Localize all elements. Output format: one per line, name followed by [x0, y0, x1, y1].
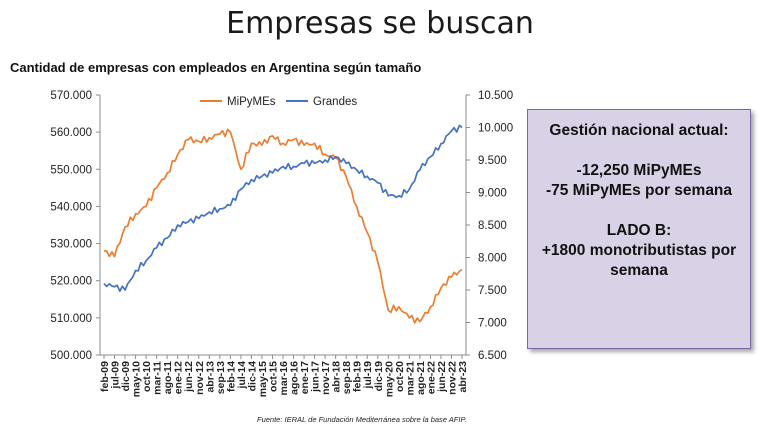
- x-tick-label: feb-14: [225, 361, 237, 392]
- info-line-weekly: -75 MiPyMEs por semana: [545, 182, 733, 199]
- right-tick-label: 8.000: [478, 253, 507, 265]
- left-tick-label: 550.000: [50, 164, 92, 176]
- x-tick-label: ago-11: [162, 361, 174, 394]
- chart-subtitle: Cantidad de empresas con empleados en Ar…: [10, 60, 422, 75]
- x-tick-label: may-20: [383, 361, 395, 397]
- x-tick-label: abr-13: [204, 361, 216, 393]
- x-tick-label: nov-12: [194, 361, 206, 395]
- right-tick-label: 9.000: [478, 188, 507, 200]
- x-axis-ticks: feb-09jul-09dic-09may-10oct-10mar-11ago-…: [99, 355, 469, 397]
- x-tick-label: oct-15: [267, 361, 279, 392]
- x-tick-label: dic-19: [373, 361, 385, 392]
- legend-label: Grandes: [313, 96, 357, 108]
- chart-legend: MiPyMEs Grandes: [200, 96, 357, 108]
- series-line-grandes: [103, 124, 463, 293]
- x-tick-label: jul-19: [362, 361, 374, 390]
- left-tick-label: 570.000: [50, 90, 92, 102]
- x-tick-label: sep-18: [341, 361, 353, 394]
- x-tick-label: mar-16: [278, 361, 290, 396]
- right-tick-label: 7.500: [478, 285, 507, 297]
- right-tick-label: 10.500: [478, 90, 513, 102]
- right-tick-label: 9.500: [478, 155, 507, 167]
- info-line-semana: semana: [610, 262, 668, 279]
- x-tick-label: nov-17: [320, 361, 332, 395]
- x-tick-label: dic-09: [120, 361, 132, 392]
- x-tick-label: abr-23: [457, 361, 469, 393]
- left-axis-ticks: 570.000 560.000 550.000 540.000 530.000 520.0…: [50, 90, 100, 362]
- x-tick-label: jul-09: [110, 361, 122, 390]
- x-tick-label: feb-19: [352, 361, 364, 392]
- right-tick-label: 10.000: [478, 123, 513, 135]
- left-tick-label: 510.000: [50, 313, 92, 325]
- line-chart: 570.000 560.000 550.000 540.000 530.000 520.0…: [50, 90, 513, 397]
- x-tick-label: oct-10: [141, 361, 153, 392]
- page-title: Empresas se buscan: [226, 6, 534, 41]
- x-tick-label: jul-14: [236, 361, 248, 390]
- left-tick-label: 540.000: [50, 201, 92, 213]
- x-tick-label: jun-22: [436, 361, 448, 393]
- x-tick-label: mar-21: [404, 361, 416, 396]
- info-heading: Gestión nacional actual:: [549, 122, 729, 139]
- series-line-mipymes: [104, 128, 463, 324]
- info-line-mipymes: -12,250 MiPyMEs: [576, 162, 702, 179]
- info-line-monotributistas: +1800 monotributistas por: [541, 242, 737, 259]
- left-tick-label: 560.000: [50, 127, 92, 139]
- x-tick-label: abr-18: [331, 361, 343, 393]
- x-tick-label: feb-09: [99, 361, 111, 392]
- x-tick-label: nov-22: [446, 361, 458, 395]
- x-tick-label: ago-21: [415, 361, 427, 395]
- left-tick-label: 500.000: [50, 350, 92, 362]
- x-tick-label: ago-16: [289, 361, 301, 395]
- x-tick-label: ene-12: [173, 361, 185, 394]
- x-tick-label: mar-11: [152, 361, 164, 395]
- right-tick-label: 6.500: [478, 350, 507, 362]
- series-lines: [103, 124, 463, 324]
- source-note: Fuente: IERAL de Fundación Mediterránea …: [257, 415, 467, 424]
- info-box: Gestión nacional actual: -12,250 MiPyMEs…: [527, 109, 751, 349]
- right-tick-label: 8.500: [478, 220, 507, 232]
- left-tick-label: 530.000: [50, 239, 92, 251]
- right-axis-ticks: 10.500 10.000 9.500 9.000 8.500 8.000 7.500 7.0…: [466, 90, 513, 362]
- x-tick-label: dic-14: [246, 361, 258, 392]
- x-tick-label: ene-17: [299, 361, 311, 394]
- x-tick-label: sep-13: [215, 361, 227, 394]
- left-tick-label: 520.000: [50, 276, 92, 288]
- x-tick-label: may-15: [257, 361, 269, 397]
- x-tick-label: ene-22: [425, 361, 437, 394]
- legend-label: MiPyMEs: [227, 96, 276, 108]
- info-heading-lado-b: LADO B:: [606, 222, 672, 239]
- x-tick-label: jun-12: [183, 361, 195, 393]
- x-tick-label: may-10: [131, 361, 143, 397]
- x-tick-label: oct-20: [394, 361, 406, 392]
- x-tick-label: jun-17: [310, 361, 322, 393]
- right-tick-label: 7.000: [478, 318, 507, 330]
